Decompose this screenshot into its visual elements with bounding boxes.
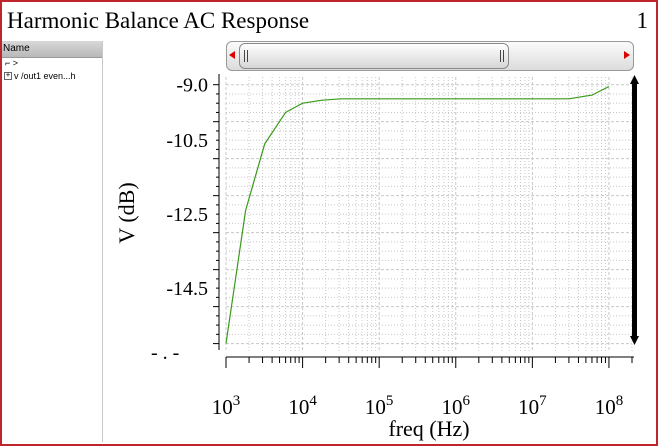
thumb-grip-icon	[247, 50, 248, 62]
x-axis-label: freq (Hz)	[388, 416, 469, 441]
x-tick-label: 104	[288, 393, 317, 419]
x-tick-label: 105	[365, 393, 394, 419]
scroll-left-arrow-icon[interactable]	[229, 51, 235, 59]
window-title: Harmonic Balance AC Response	[7, 8, 310, 33]
series	[225, 85, 610, 344]
name-column-header[interactable]: Name	[2, 41, 102, 58]
cursor-marker[interactable]	[630, 75, 639, 345]
grid	[225, 77, 633, 351]
tree-item-trace[interactable]: + v /out1 even...h	[2, 70, 102, 82]
x-tick-label: 106	[442, 393, 471, 419]
page-number: 1	[636, 8, 649, 33]
y-tick-label: -12.5	[166, 204, 208, 226]
cursor-bar[interactable]	[632, 84, 637, 336]
scroll-right-arrow-icon[interactable]	[624, 51, 630, 59]
tree-root-node[interactable]: ⌐ ˃	[5, 58, 19, 68]
thumb-grip-icon	[500, 50, 501, 62]
cursor-up-arrow-icon[interactable]	[630, 75, 639, 84]
scroll-thumb[interactable]	[239, 43, 509, 69]
y-tick-label: -9.0	[176, 75, 208, 97]
labels: - . - V (dB) freq (Hz)	[114, 182, 470, 441]
thumb-grip-icon	[503, 50, 504, 62]
x-tick-label: 103	[212, 393, 241, 419]
cursor-down-arrow-icon[interactable]	[630, 336, 639, 345]
expand-icon[interactable]: +	[4, 71, 12, 80]
thumb-grip-icon	[244, 50, 245, 62]
horizontal-scrollbar[interactable]	[226, 41, 634, 71]
y-axis-label: V (dB)	[114, 182, 139, 243]
x-tick-label: 107	[518, 393, 547, 419]
trace-browser-panel: Name ⌐ ˃ + v /out1 even...h	[2, 41, 103, 442]
x-tick-label: 108	[595, 393, 624, 419]
y-tick-label: -14.5	[166, 278, 208, 300]
y-tick-partial-label: - . -	[151, 342, 179, 364]
tree-item-label: v /out1 even...h	[14, 71, 76, 81]
ticks: -9.0 -10.5 -12.5 -14.5 103 104 105 106 107 108	[166, 75, 633, 419]
y-tick-label: -10.5	[166, 130, 208, 152]
axes	[218, 74, 634, 358]
series-line-out1[interactable]	[225, 85, 610, 344]
